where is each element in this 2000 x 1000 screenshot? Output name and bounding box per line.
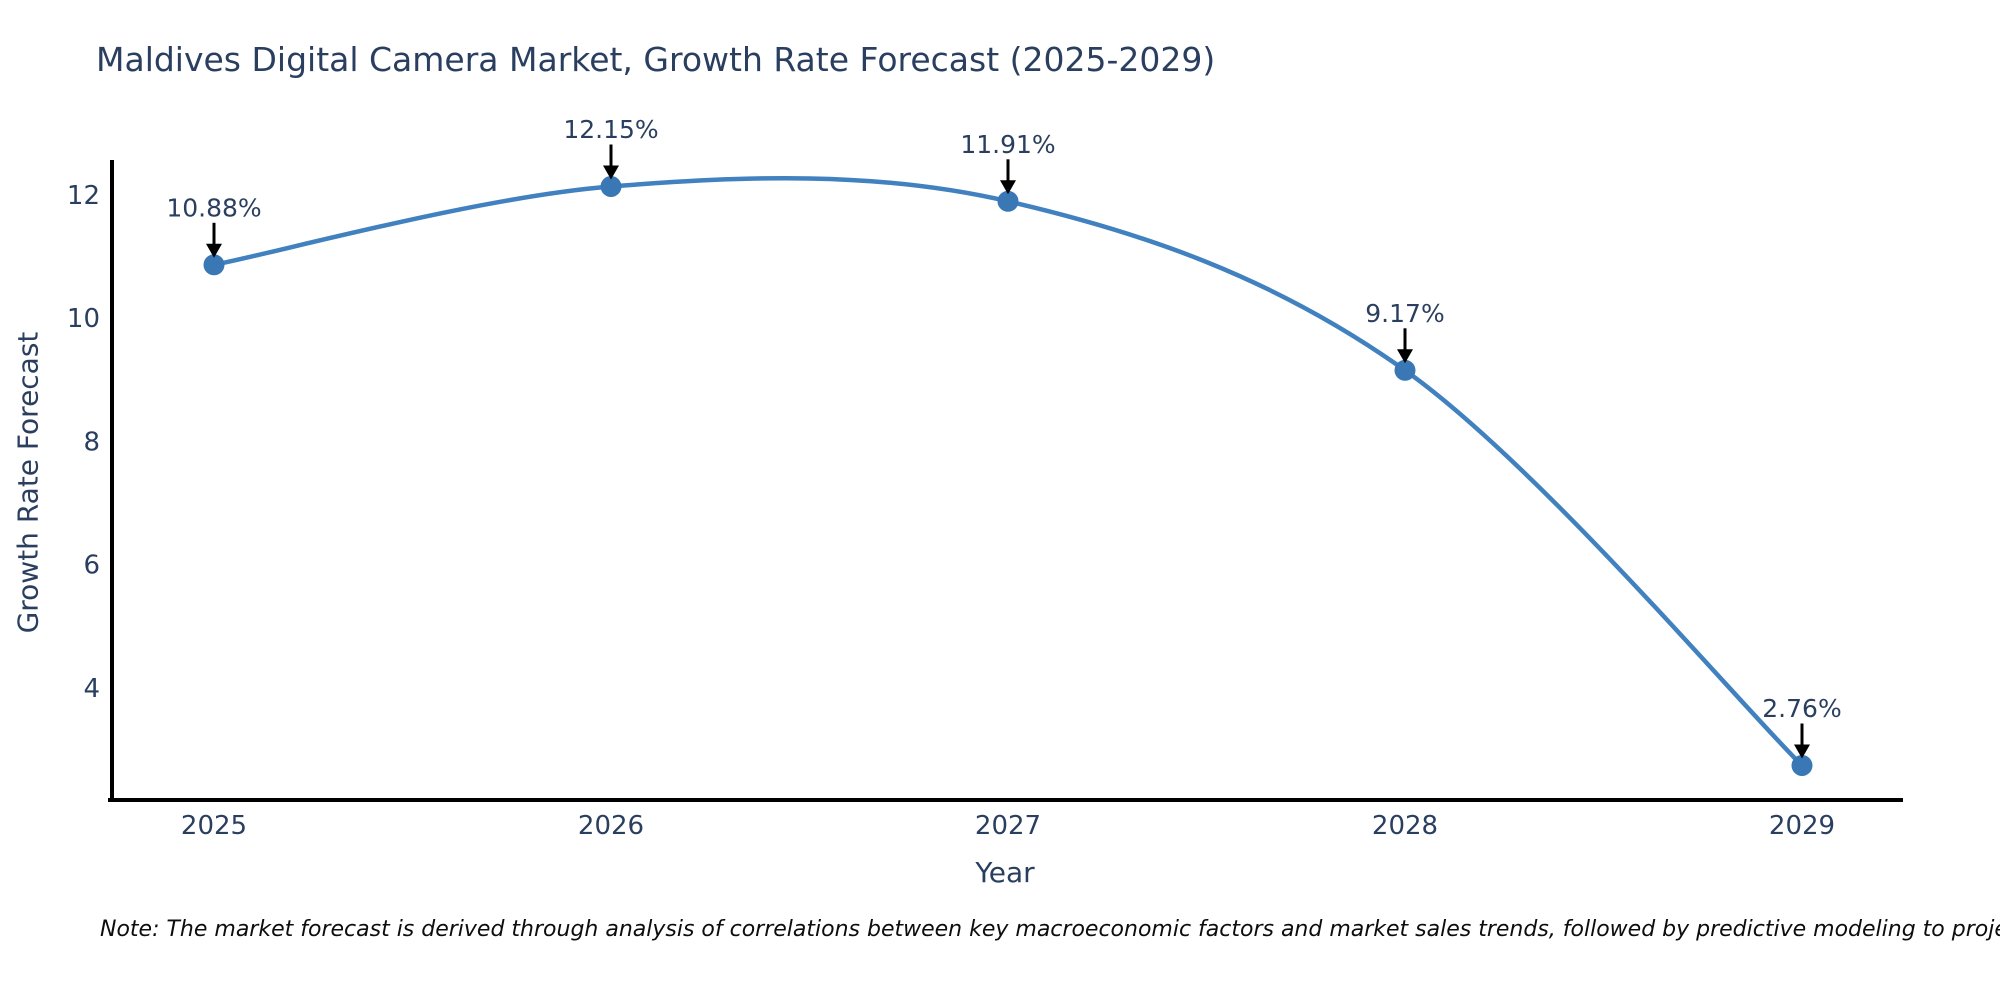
y-axis-title: Growth Rate Forecast [11, 331, 45, 634]
data-point-marker [1394, 359, 1416, 381]
annotation-arrowhead-icon [1794, 744, 1810, 759]
point-annotation-label: 2.76% [1762, 694, 1841, 723]
annotation-arrowhead-icon [206, 243, 222, 258]
data-point-marker [600, 176, 622, 197]
point-annotation-label: 12.15% [563, 115, 658, 144]
point-annotation-label: 10.88% [166, 193, 261, 222]
x-axis-tick-label: 2026 [578, 811, 644, 841]
point-annotation-label: 11.91% [960, 130, 1055, 159]
y-axis-tick-label: 4 [83, 674, 100, 704]
chart-title: Maldives Digital Camera Market, Growth R… [96, 40, 1216, 79]
data-point-marker [997, 190, 1019, 212]
point-annotation-label: 9.17% [1365, 299, 1444, 328]
annotation-arrowhead-icon [1397, 349, 1413, 364]
data-point-marker [1791, 755, 1813, 776]
annotation-arrowhead-icon [1000, 180, 1016, 195]
data-point-marker [203, 254, 225, 276]
annotation-arrowhead-icon [603, 165, 619, 180]
y-axis-tick-label: 10 [67, 304, 100, 334]
x-axis-tick-label: 2028 [1372, 811, 1438, 841]
footnote: Note: The market forecast is derived thr… [100, 917, 2000, 942]
y-axis-tick-label: 12 [67, 181, 100, 211]
x-axis-tick-label: 2027 [975, 811, 1041, 841]
x-axis-title: Year [975, 856, 1035, 889]
series-line [211, 175, 1805, 768]
x-axis-tick-label: 2029 [1769, 811, 1835, 841]
x-axis-tick-label: 2025 [181, 811, 247, 841]
y-axis-tick-label: 8 [83, 427, 100, 457]
y-axis-tick-label: 6 [83, 551, 100, 581]
